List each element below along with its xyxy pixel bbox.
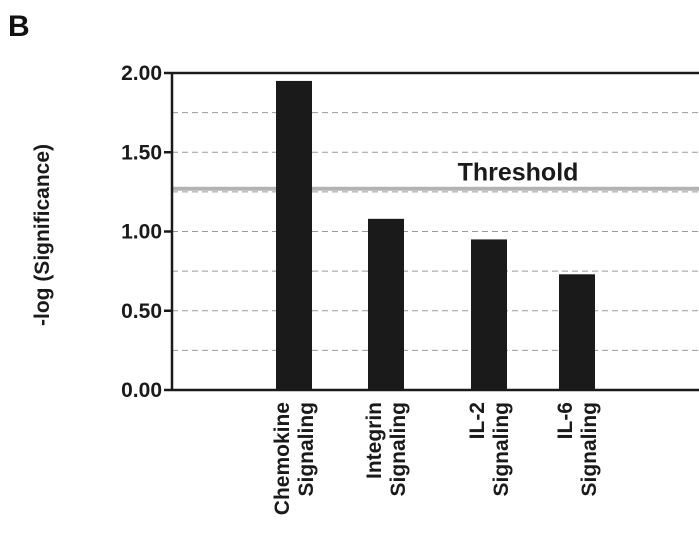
panel-label: B bbox=[8, 10, 30, 43]
x-category-label-line: IL-2 bbox=[466, 402, 489, 439]
bar-3 bbox=[559, 274, 595, 390]
bar-2 bbox=[471, 239, 507, 390]
y-tick-label: 0.50 bbox=[121, 300, 162, 323]
x-category-label-line: Signaling bbox=[490, 402, 513, 497]
x-category-label-line: Signaling bbox=[295, 402, 318, 497]
y-tick-label: 2.00 bbox=[121, 62, 162, 85]
bar-0 bbox=[276, 80, 312, 391]
x-category-label-line: IL-6 bbox=[554, 402, 577, 439]
bars bbox=[276, 80, 595, 391]
y-tick-label: 1.00 bbox=[121, 221, 162, 244]
x-category-label-line: Signaling bbox=[578, 402, 601, 497]
x-category-label-line: Signaling bbox=[387, 402, 410, 497]
x-category-label-3: IL-6 Signaling bbox=[554, 402, 601, 497]
y-tick-label: 1.50 bbox=[121, 141, 162, 164]
x-category-labels: Chemokine Signaling Integrin Signaling IL-2 S… bbox=[271, 402, 601, 515]
x-category-label-1: Integrin Signaling bbox=[363, 402, 410, 497]
x-category-label-line: Integrin bbox=[363, 402, 386, 479]
x-category-label-0: Chemokine Signaling bbox=[271, 402, 318, 515]
y-tick-labels: 0.00 0.50 1.00 1.50 2.00 bbox=[121, 62, 162, 402]
y-tick-label: 0.00 bbox=[121, 379, 162, 402]
y-axis-title: -log (Significance) bbox=[31, 144, 54, 326]
gridlines bbox=[172, 72, 699, 351]
x-category-label-2: IL-2 Signaling bbox=[466, 402, 513, 497]
threshold-label: Threshold bbox=[458, 159, 579, 187]
x-category-label-line: Chemokine bbox=[271, 402, 294, 515]
axes bbox=[164, 71, 699, 392]
threshold: Threshold bbox=[172, 159, 699, 191]
bar-1 bbox=[368, 218, 404, 390]
